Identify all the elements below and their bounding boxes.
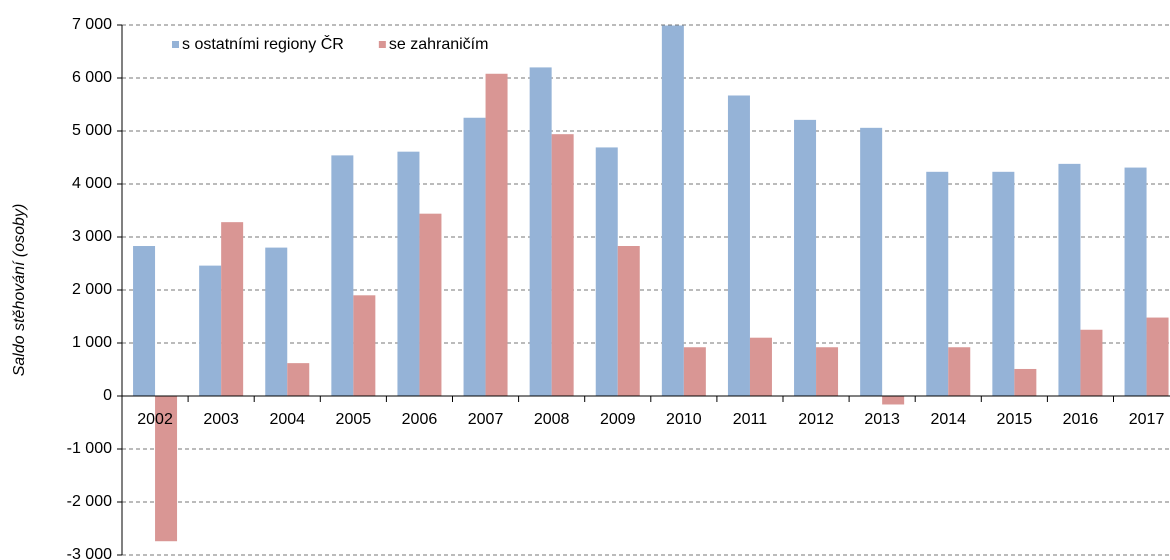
x-tick-label: 2010: [666, 411, 702, 428]
y-tick-label: -1 000: [67, 440, 112, 457]
bar: [463, 117, 486, 396]
bar: [397, 151, 420, 396]
bar: [948, 347, 971, 396]
y-tick-label: -2 000: [67, 493, 112, 510]
x-tick-label: 2002: [137, 411, 173, 428]
y-tick-label: 6 000: [72, 69, 112, 86]
bar: [882, 396, 905, 405]
bar: [331, 155, 354, 396]
bar: [1124, 167, 1147, 396]
bar: [287, 363, 310, 396]
bar: [133, 246, 156, 396]
bar: [353, 295, 376, 396]
y-tick-label: 7 000: [72, 16, 112, 33]
legend-swatch: [172, 41, 179, 48]
bar: [595, 147, 618, 396]
bar: [155, 396, 178, 542]
y-tick-label: 1 000: [72, 334, 112, 351]
bar: [1080, 329, 1103, 396]
y-tick-label: -3 000: [67, 546, 112, 560]
bar: [992, 171, 1015, 396]
x-tick-label: 2003: [203, 411, 239, 428]
bar: [221, 222, 244, 396]
legend-swatch: [378, 41, 386, 48]
x-tick-label: 2005: [336, 411, 372, 428]
x-tick-label: 2017: [1129, 411, 1165, 428]
bar: [749, 337, 772, 396]
bar: [683, 347, 706, 396]
x-tick-label: 2016: [1063, 411, 1099, 428]
bar: [419, 213, 442, 396]
bar: [727, 95, 750, 397]
x-tick-label: 2013: [864, 411, 900, 428]
bar: [199, 265, 222, 396]
bar: [1146, 317, 1169, 396]
bar: [1014, 368, 1037, 396]
x-tick-label: 2008: [534, 411, 570, 428]
bar: [529, 67, 552, 397]
y-tick-label: 5 000: [72, 122, 112, 139]
x-tick-label: 2014: [930, 411, 966, 428]
x-tick-label: 2011: [733, 411, 768, 428]
x-tick-label: 2009: [600, 411, 636, 428]
bar: [661, 25, 684, 397]
legend-label: s ostatními regiony ČR: [182, 34, 344, 53]
y-tick-label: 3 000: [72, 228, 112, 245]
x-tick-label: 2012: [798, 411, 834, 428]
y-tick-label: 4 000: [72, 175, 112, 192]
bar: [860, 127, 883, 396]
x-tick-label: 2006: [402, 411, 438, 428]
legend-label: se zahraničím: [389, 36, 489, 53]
bar: [617, 246, 640, 396]
y-tick-label: 0: [103, 387, 112, 404]
bar: [816, 347, 839, 396]
x-tick-label: 2007: [468, 411, 504, 428]
bar: [485, 73, 508, 396]
x-tick-label: 2015: [997, 411, 1033, 428]
bar: [551, 134, 574, 396]
y-axis-label: Saldo stěhování (osoby): [11, 204, 28, 377]
bar: [794, 119, 817, 397]
x-tick-label: 2004: [269, 411, 305, 428]
y-tick-label: 2 000: [72, 281, 112, 298]
bar: [265, 247, 288, 396]
bar: [1058, 163, 1081, 396]
bar: [926, 171, 949, 396]
